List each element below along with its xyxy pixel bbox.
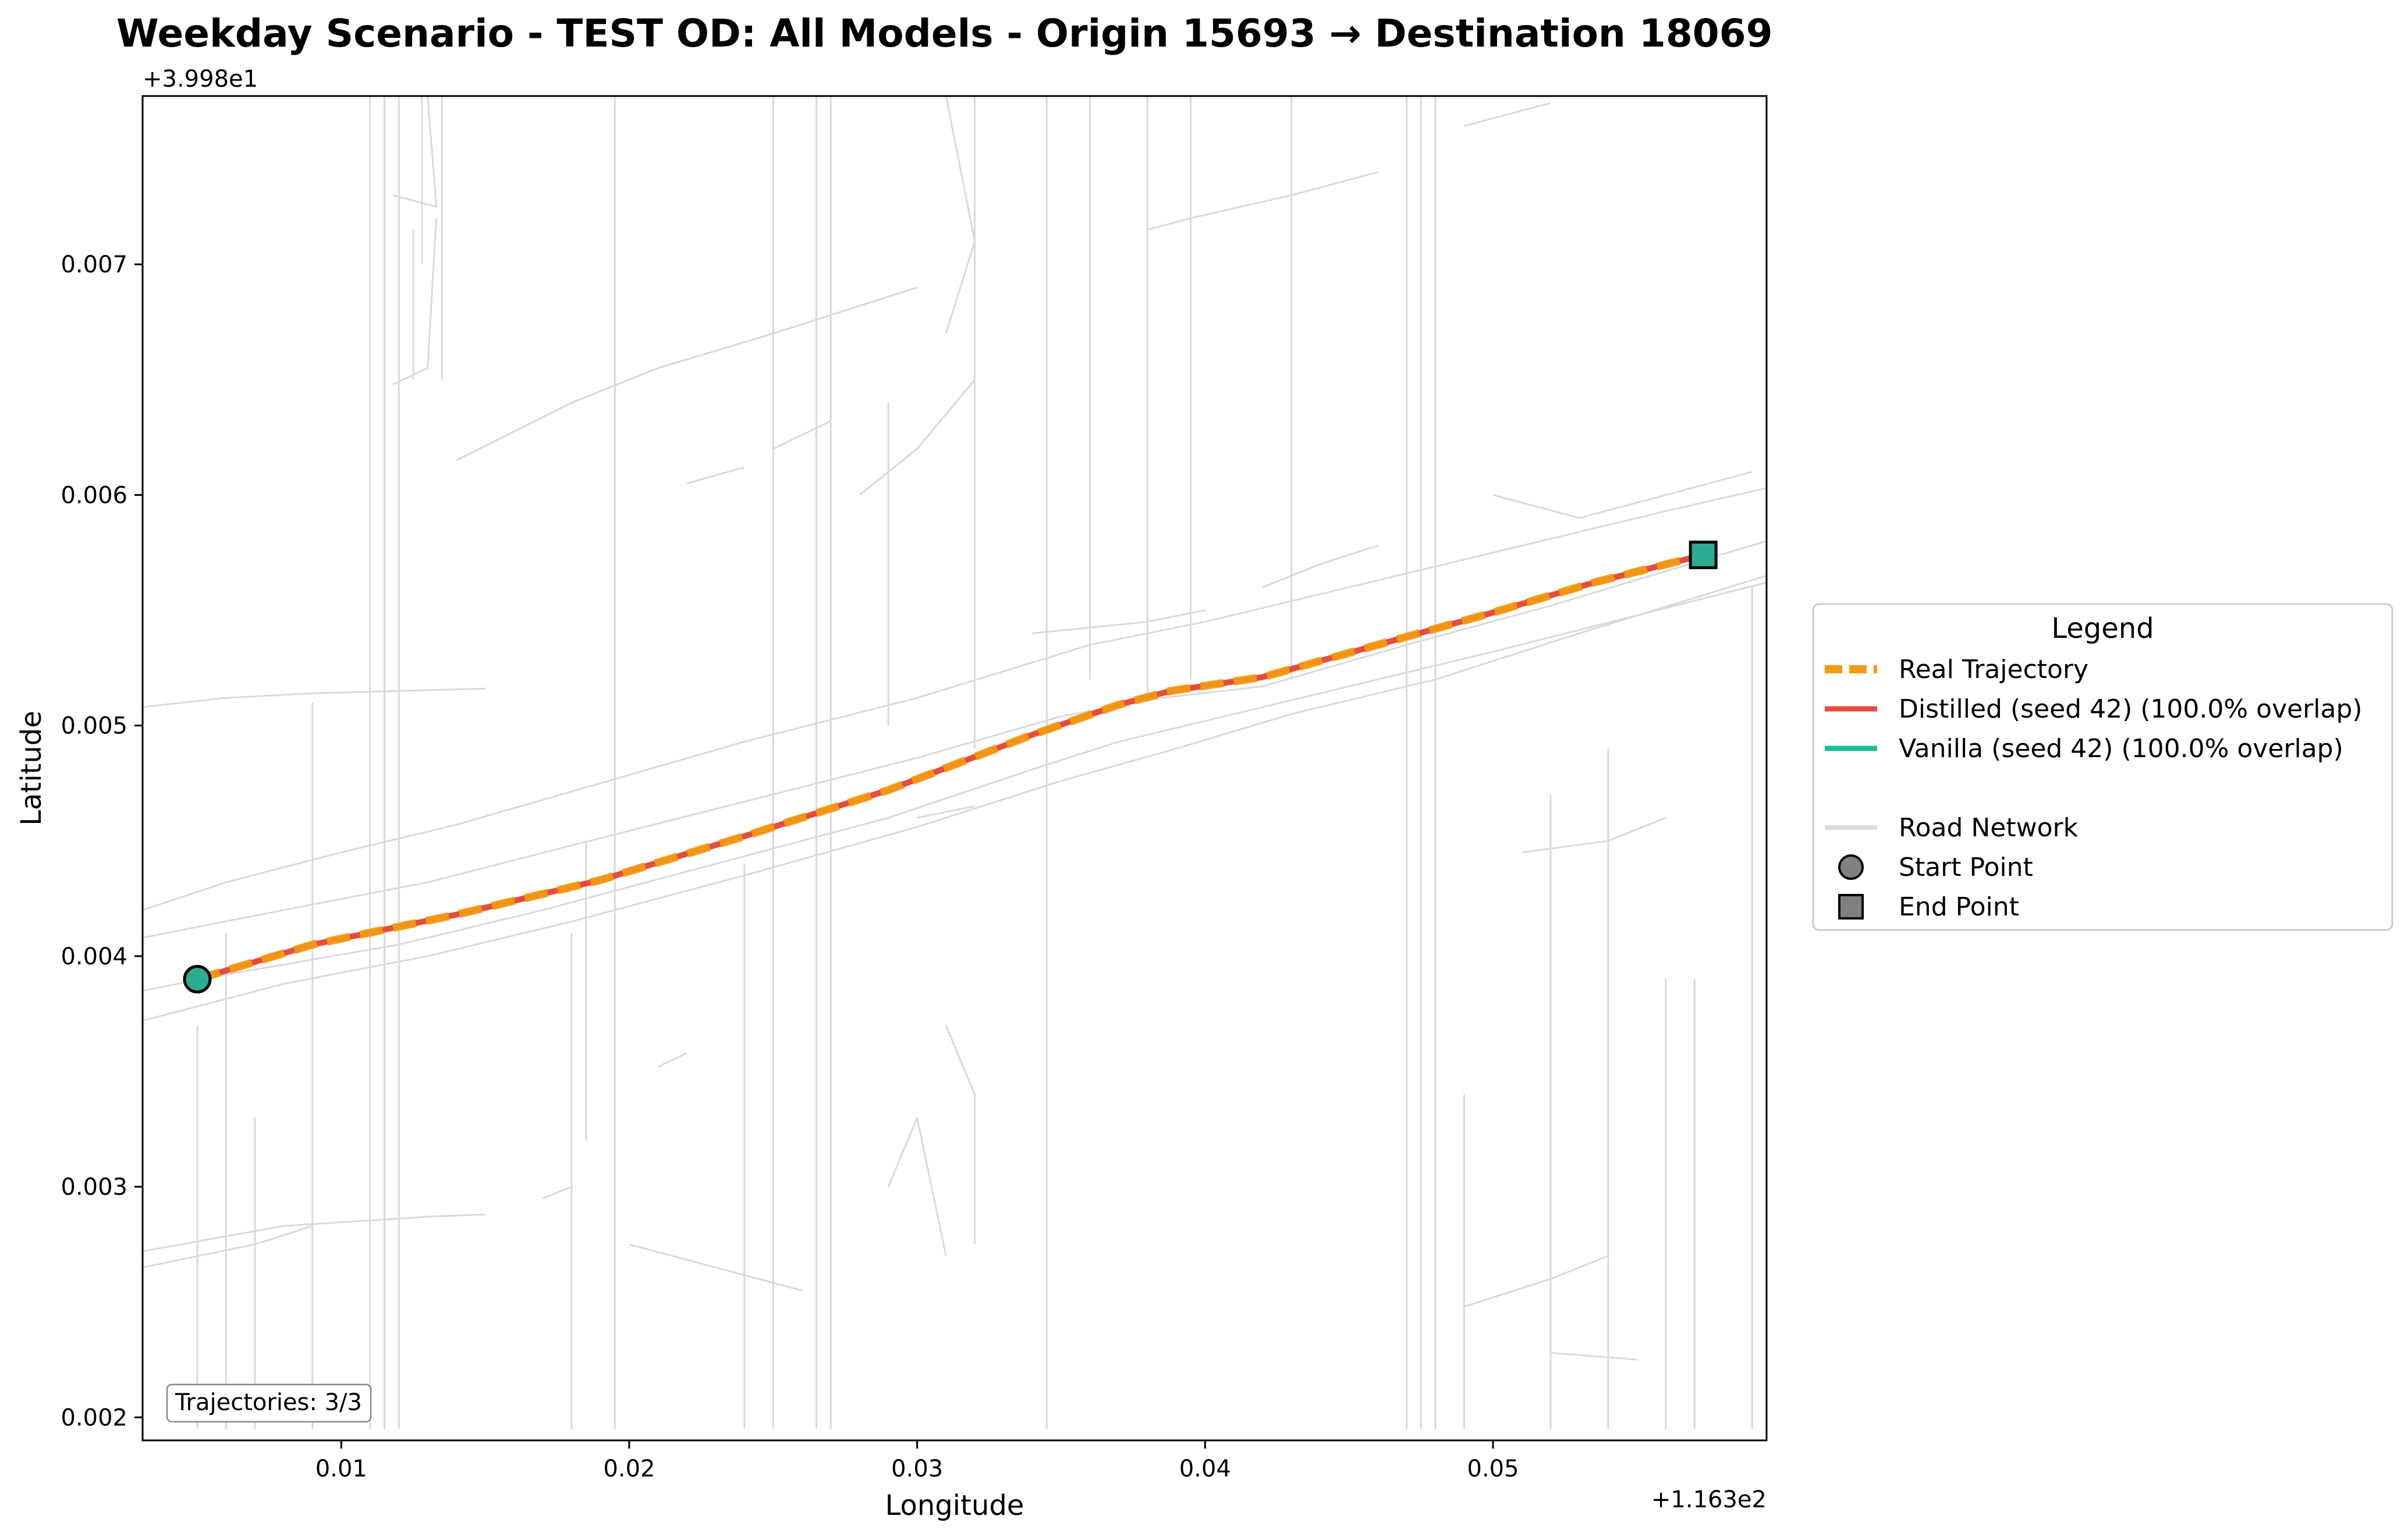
- legend-label-extra: End Point: [1899, 892, 2019, 922]
- road-segment: [143, 487, 1767, 911]
- road-segment: [1262, 545, 1378, 588]
- road-segment: [143, 687, 485, 708]
- road-segment: [945, 96, 976, 334]
- road-segment: [887, 1117, 918, 1187]
- y-axis-offset-label: +3.998e1: [143, 66, 258, 93]
- legend-swatch-start: [1838, 854, 1864, 880]
- chart-title: Weekday Scenario - TEST OD: All Models -…: [116, 11, 1773, 56]
- road-segment: [456, 286, 918, 462]
- road-segment: [393, 96, 438, 208]
- road-segment: [542, 1185, 572, 1199]
- road-segment: [1032, 609, 1205, 634]
- legend-label-series: Vanilla (seed 42) (100.0% overlap): [1899, 734, 2343, 764]
- road-segment: [686, 466, 745, 485]
- y-axis-ticks: 0.002 0.003 0.004 0.005 0.006 0.007: [61, 251, 143, 1431]
- road-segment: [657, 1052, 687, 1068]
- x-axis-offset-label: +1.163e2: [1651, 1486, 1767, 1513]
- trajectory-count-text: Trajectories: 3/3: [175, 1389, 362, 1416]
- road-segment: [916, 1117, 947, 1256]
- x-tick-label: 0.01: [315, 1456, 367, 1482]
- trajectory-series: [196, 551, 1704, 984]
- legend-label-series: Distilled (seed 42) (100.0% overlap): [1899, 694, 2363, 724]
- y-tick-label: 0.003: [61, 1174, 127, 1201]
- road-segment: [1147, 171, 1378, 231]
- series-line-0: [196, 551, 1704, 984]
- road-segment: [1492, 471, 1753, 519]
- x-tick-label: 0.04: [1179, 1456, 1231, 1482]
- end-point-marker: [1689, 540, 1718, 569]
- y-tick-label: 0.002: [61, 1404, 127, 1431]
- road-segment: [772, 420, 831, 450]
- road-segment: [917, 805, 975, 819]
- legend-label-series: Real Trajectory: [1899, 655, 2088, 684]
- road-segment: [392, 218, 438, 385]
- road-segment: [143, 1213, 485, 1252]
- x-axis-ticks: 0.01 0.02 0.03 0.04 0.05: [315, 1440, 1519, 1482]
- start-point-marker: [183, 965, 212, 994]
- y-axis-label: Latitude: [15, 711, 48, 826]
- legend: Legend Real Trajectory Distilled (seed 42…: [1812, 603, 2393, 931]
- legend-label-extra: Road Network: [1899, 813, 2079, 843]
- road-network: [143, 96, 1767, 1429]
- road-segment: [859, 379, 976, 496]
- y-tick-label: 0.007: [61, 251, 127, 278]
- road-segment: [629, 1243, 803, 1291]
- legend-frame: [1812, 603, 2393, 931]
- legend-label-extra: Start Point: [1899, 853, 2033, 882]
- x-tick-label: 0.02: [603, 1456, 655, 1482]
- road-segment: [1550, 1351, 1637, 1361]
- plot-area-frame: [141, 95, 1768, 1442]
- road-segment: [1522, 817, 1666, 854]
- y-tick-label: 0.004: [61, 943, 127, 970]
- y-tick-label: 0.005: [61, 713, 127, 740]
- endpoint-markers: [183, 540, 1718, 994]
- x-tick-label: 0.05: [1467, 1456, 1519, 1482]
- road-segment: [143, 540, 1767, 939]
- x-axis-label: Longitude: [885, 1489, 1024, 1522]
- x-tick-label: 0.03: [891, 1456, 943, 1482]
- road-segment: [945, 1025, 976, 1245]
- trajectory-count-annotation: Trajectories: 3/3: [166, 1383, 372, 1423]
- road-segment: [143, 574, 1767, 1022]
- road-segment: [1464, 102, 1551, 127]
- y-tick-label: 0.006: [61, 482, 127, 509]
- legend-title: Legend: [2051, 612, 2154, 645]
- legend-swatch-end: [1838, 894, 1864, 920]
- road-segment: [1464, 1255, 1609, 1308]
